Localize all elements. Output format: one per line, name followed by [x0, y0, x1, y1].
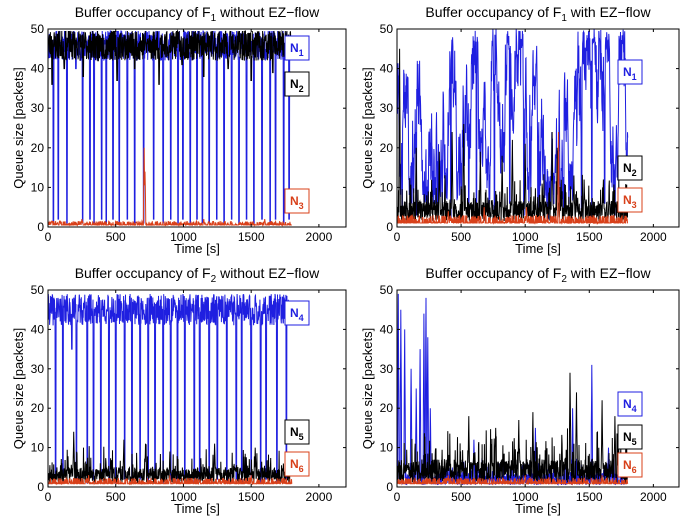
x-axis-label: Time [s] — [515, 241, 561, 256]
series-line-n2 — [48, 29, 293, 85]
x-tick-label: 0 — [45, 490, 52, 504]
y-tick-label: 10 — [31, 180, 45, 194]
chart-panel-4: 0 500 1000 1500 2000 0 10 20 30 40 50 Buffer occupa… — [360, 265, 680, 516]
y-tick-label: 30 — [380, 362, 394, 376]
y-tick-label: 40 — [31, 62, 45, 76]
series-line-n2 — [397, 48, 629, 222]
x-tick-label: 1500 — [576, 230, 603, 244]
y-tick-label: 20 — [31, 141, 45, 155]
y-tick-label: 0 — [37, 220, 44, 234]
x-axis-label: Time [s] — [174, 501, 220, 516]
y-tick-label: 40 — [380, 322, 394, 336]
legend-label-n6: N6 — [290, 457, 304, 474]
series-line-n5 — [48, 431, 293, 484]
y-tick-label: 0 — [37, 480, 44, 494]
x-tick-label: 2000 — [640, 490, 667, 504]
legend-label-n2: N2 — [290, 77, 304, 94]
chart-panel-3: 0 500 1000 1500 2000 0 10 20 30 40 50 Buffer occupa… — [11, 265, 347, 516]
series-line-n6 — [48, 475, 293, 486]
chart-panel-2: 0 500 1000 1500 2000 0 10 20 30 40 50 Buffer occupa… — [360, 4, 680, 256]
y-tick-label: 30 — [31, 362, 45, 376]
x-tick-label: 0 — [394, 230, 401, 244]
x-tick-label: 0 — [394, 490, 401, 504]
chart-title: Buffer occupancy of F1 with EZ−flow — [425, 4, 651, 24]
y-tick-label: 10 — [380, 441, 394, 455]
y-axis-label: Queue size [packets] — [11, 67, 26, 188]
series-line-n5 — [397, 372, 629, 484]
x-tick-label: 0 — [45, 230, 52, 244]
legend-box-n3 — [284, 188, 310, 214]
legend-label-n4: N4 — [290, 306, 304, 323]
y-axis-label: Queue size [packets] — [360, 67, 375, 188]
legend-box-n2 — [617, 155, 643, 181]
legend-box-n4 — [617, 391, 643, 417]
y-tick-label: 40 — [380, 62, 394, 76]
y-axis-label: Queue size [packets] — [360, 328, 375, 449]
x-tick-label: 1500 — [238, 490, 265, 504]
x-tick-label: 500 — [106, 490, 126, 504]
legend-box-n5 — [284, 419, 310, 445]
y-tick-label: 20 — [380, 141, 394, 155]
legend-box-n4 — [284, 300, 310, 326]
legend-label-n6: N6 — [623, 458, 637, 475]
axes-box — [396, 289, 680, 488]
series-line-n6 — [397, 475, 629, 486]
legend-label-n2: N2 — [623, 161, 637, 178]
y-tick-label: 30 — [380, 101, 394, 115]
axes-box — [47, 28, 347, 228]
x-axis-label: Time [s] — [174, 241, 220, 256]
x-tick-label: 500 — [106, 230, 126, 244]
y-axis-label: Queue size [packets] — [11, 328, 26, 449]
series-line-n3 — [397, 131, 628, 225]
legend-label-n5: N5 — [623, 430, 637, 447]
chart-title: Buffer occupancy of F1 without EZ−flow — [75, 4, 320, 24]
x-tick-label: 1500 — [238, 230, 265, 244]
legend-box-n3 — [617, 187, 643, 213]
y-tick-label: 20 — [31, 401, 45, 415]
chart-title: Buffer occupancy of F2 with EZ−flow — [425, 265, 651, 285]
legend-box-n1 — [617, 59, 643, 85]
series-line-n3 — [48, 147, 292, 227]
legend-label-n4: N4 — [623, 397, 637, 414]
x-tick-label: 2000 — [640, 230, 667, 244]
axes-box — [396, 28, 680, 228]
legend-box-n2 — [284, 71, 310, 97]
axes-box — [47, 289, 347, 488]
x-axis-label: Time [s] — [515, 501, 561, 516]
x-tick-label: 500 — [451, 490, 471, 504]
legend-label-n3: N3 — [623, 193, 637, 210]
x-tick-label: 1000 — [170, 230, 197, 244]
legend-box-n1 — [284, 35, 310, 61]
legend-label-n1: N1 — [290, 41, 304, 58]
x-tick-label: 1000 — [170, 490, 197, 504]
x-tick-label: 2000 — [306, 230, 333, 244]
legend-box-n6 — [284, 451, 310, 477]
y-tick-label: 30 — [31, 101, 45, 115]
legend-box-n5 — [617, 424, 643, 450]
y-tick-label: 50 — [31, 22, 45, 36]
y-tick-label: 10 — [380, 180, 394, 194]
y-tick-label: 50 — [380, 22, 394, 36]
x-tick-label: 2000 — [306, 490, 333, 504]
y-tick-label: 40 — [31, 322, 45, 336]
x-tick-label: 1000 — [512, 490, 539, 504]
legend-box-n6 — [617, 452, 643, 478]
chart-title: Buffer occupancy of F2 without EZ−flow — [75, 265, 320, 285]
chart-panel-1: 0 500 1000 1500 2000 0 10 20 30 40 50 Buffer occupa… — [11, 4, 347, 256]
legend-label-n3: N3 — [290, 194, 304, 211]
x-tick-label: 1000 — [512, 230, 539, 244]
x-tick-label: 500 — [451, 230, 471, 244]
x-tick-label: 1500 — [576, 490, 603, 504]
legend-label-n5: N5 — [290, 425, 304, 442]
legend-label-n1: N1 — [623, 65, 637, 82]
y-tick-label: 0 — [386, 480, 393, 494]
y-tick-label: 20 — [380, 401, 394, 415]
y-tick-label: 50 — [31, 283, 45, 297]
y-tick-label: 0 — [386, 220, 393, 234]
y-tick-label: 50 — [380, 283, 394, 297]
y-tick-label: 10 — [31, 441, 45, 455]
